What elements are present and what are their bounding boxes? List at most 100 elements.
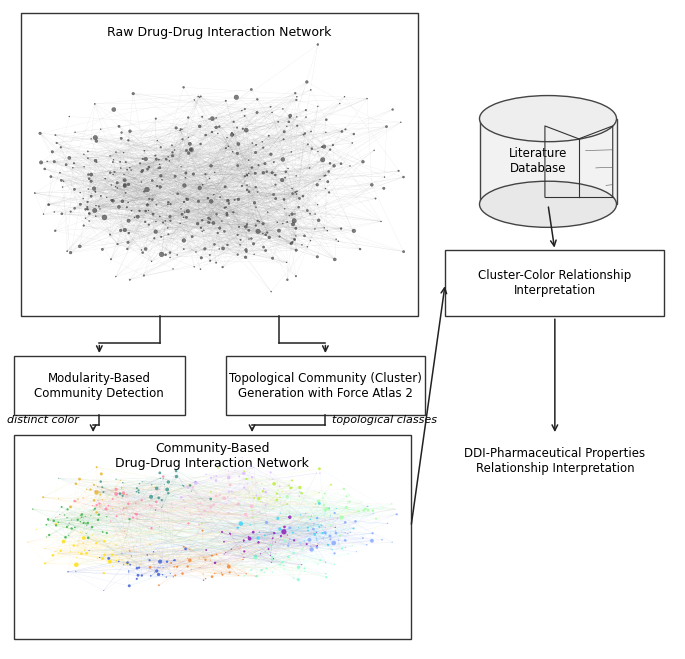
Point	[113, 556, 124, 567]
Point	[223, 198, 234, 209]
Point	[262, 499, 273, 509]
Point	[82, 146, 93, 157]
Point	[151, 181, 162, 191]
Point	[195, 563, 206, 573]
Point	[151, 497, 162, 507]
Point	[171, 123, 182, 133]
Point	[94, 498, 105, 509]
Point	[190, 489, 201, 500]
Point	[195, 264, 206, 275]
Point	[228, 207, 239, 217]
Point	[199, 244, 210, 254]
Point	[275, 530, 286, 541]
Point	[203, 213, 214, 223]
Point	[72, 515, 83, 525]
Point	[136, 495, 147, 505]
Point	[282, 275, 292, 285]
Point	[246, 565, 257, 575]
Point	[56, 208, 67, 219]
Point	[258, 219, 269, 229]
Point	[119, 181, 130, 191]
Point	[247, 162, 258, 173]
Point	[86, 134, 97, 144]
Point	[286, 209, 297, 219]
Point	[264, 232, 275, 243]
Point	[192, 218, 203, 229]
Point	[288, 219, 299, 229]
Point	[50, 130, 61, 140]
Point	[241, 169, 252, 180]
Point	[233, 498, 244, 509]
Point	[295, 539, 306, 550]
Point	[298, 542, 309, 553]
Point	[151, 154, 162, 164]
Point	[182, 490, 193, 501]
Point	[81, 548, 92, 558]
Point	[258, 228, 269, 239]
Point	[238, 552, 249, 563]
Point	[149, 233, 160, 244]
Point	[169, 145, 180, 156]
Point	[325, 511, 336, 521]
Point	[320, 514, 331, 525]
Point	[182, 194, 193, 204]
Point	[38, 209, 49, 219]
Point	[98, 487, 109, 498]
Point	[233, 571, 244, 581]
Point	[163, 488, 174, 498]
Point	[253, 160, 264, 171]
Point	[280, 167, 291, 177]
Point	[247, 513, 258, 523]
Point	[164, 247, 175, 258]
Point	[239, 466, 250, 476]
Point	[299, 566, 310, 577]
Point	[179, 207, 190, 217]
Point	[284, 534, 295, 544]
Point	[71, 559, 82, 570]
Point	[130, 513, 141, 524]
Point	[256, 492, 267, 502]
Point	[181, 212, 192, 223]
Text: Literature
Database: Literature Database	[508, 148, 567, 175]
Point	[270, 193, 281, 204]
Point	[151, 565, 162, 576]
Point	[42, 515, 53, 526]
Point	[91, 462, 102, 473]
Point	[76, 509, 87, 520]
Point	[268, 189, 279, 200]
Point	[323, 166, 334, 177]
Point	[156, 502, 167, 513]
Point	[107, 550, 118, 560]
Point	[312, 519, 323, 530]
Point	[347, 138, 358, 148]
Point	[79, 161, 90, 172]
Point	[249, 198, 260, 208]
Point	[91, 507, 102, 518]
Point	[119, 503, 129, 513]
Point	[325, 144, 336, 155]
Point	[194, 553, 205, 563]
Point	[305, 235, 316, 246]
Point	[89, 205, 100, 215]
Point	[105, 151, 116, 161]
Text: Community-Based
Drug-Drug Interaction Network: Community-Based Drug-Drug Interaction Ne…	[115, 442, 310, 469]
Point	[214, 121, 225, 132]
Point	[64, 111, 75, 122]
Point	[204, 217, 215, 228]
Point	[198, 569, 209, 579]
Point	[118, 148, 129, 158]
Point	[72, 515, 83, 526]
Point	[267, 253, 278, 264]
Point	[282, 530, 293, 540]
Point	[303, 139, 314, 150]
Point	[312, 513, 323, 523]
Point	[57, 182, 68, 192]
Point	[136, 244, 147, 255]
Point	[171, 466, 182, 476]
Point	[251, 107, 262, 118]
Point	[161, 572, 172, 583]
Point	[132, 563, 142, 573]
Bar	[14, 435, 411, 639]
Point	[235, 240, 246, 250]
Point	[67, 163, 78, 173]
